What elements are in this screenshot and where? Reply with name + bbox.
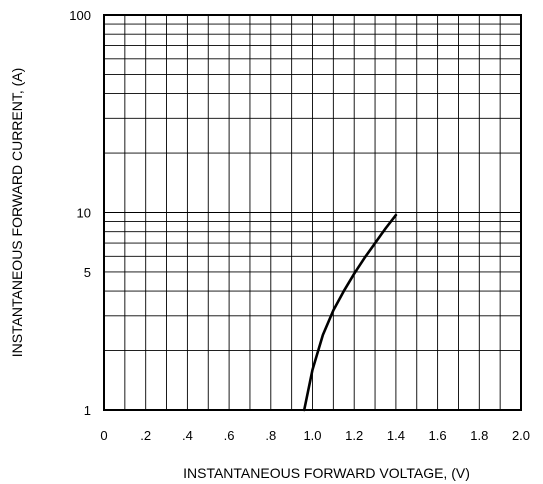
x-axis-title: INSTANTANEOUS FORWARD VOLTAGE, (V) (183, 465, 470, 481)
x-tick-label: 1.0 (303, 428, 321, 443)
grid (104, 15, 521, 410)
curve-layer (302, 213, 398, 412)
x-tick-label: .2 (140, 428, 151, 443)
x-tick-label: 1.2 (345, 428, 363, 443)
y-axis-title: INSTANTANEOUS FORWARD CURRENT, (A) (9, 68, 25, 358)
x-tick-label: 1.4 (387, 428, 405, 443)
forward-current-curve (302, 213, 398, 412)
x-tick-label: 1.6 (429, 428, 447, 443)
y-tick-label: 1 (84, 403, 91, 418)
x-tick-label: .8 (265, 428, 276, 443)
x-tick-label: .6 (224, 428, 235, 443)
x-tick-label: 0 (100, 428, 107, 443)
y-tick-label: 5 (84, 265, 91, 280)
y-tick-label: 100 (69, 8, 91, 23)
x-tick-labels: 0 .2 .4 .6 .8 1.0 1.2 1.4 1.6 1.8 2.0 (100, 428, 530, 443)
x-tick-label: .4 (182, 428, 193, 443)
y-tick-labels: 1 5 10 100 (69, 8, 91, 418)
x-tick-label: 2.0 (512, 428, 530, 443)
y-tick-label: 10 (77, 206, 91, 221)
plot-frame (103, 14, 522, 411)
x-tick-label: 1.8 (470, 428, 488, 443)
